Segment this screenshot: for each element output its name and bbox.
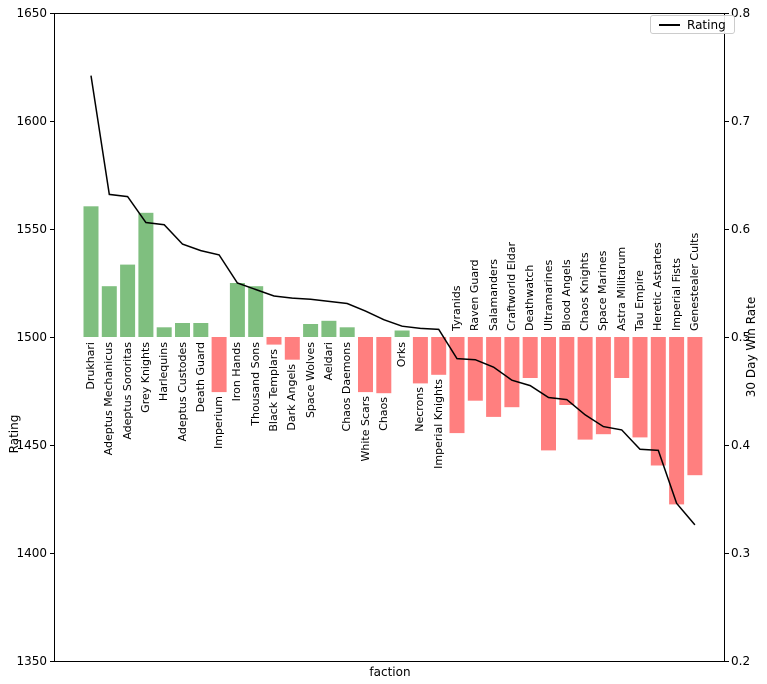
x-tick-label-grey-knights: Grey Knights — [138, 342, 152, 413]
left-tick-mark — [50, 120, 54, 122]
legend-label: Rating — [687, 17, 726, 32]
x-tick-label-adeptus-mechanicus: Adeptus Mechanicus — [102, 342, 116, 456]
x-tick-label-ultramarines: Ultramarines — [541, 259, 555, 331]
right-tick-label-0-8: 0.8 — [731, 6, 751, 20]
left-tick-mark — [50, 660, 54, 662]
x-tick-label-tau-empire: Tau Empire — [633, 270, 646, 331]
left-tick-label-1500: 1500 — [16, 330, 47, 344]
x-tick-label-tyranids: Tyranids — [450, 285, 463, 331]
x-tick-label-aeldari: Aeldari — [321, 342, 335, 381]
x-tick-label-harlequins: Harlequins — [157, 342, 171, 402]
right-tick-label-0-7: 0.7 — [731, 114, 751, 128]
x-tick-label-genestealer-cults: Genestealer Cults — [687, 232, 701, 331]
x-tick-label-dark-angels: Dark Angels — [285, 363, 299, 431]
x-tick-label-white-scars: White Scars — [358, 396, 372, 462]
x-tick-label-adeptus-sororitas: Adeptus Sororitas — [120, 342, 134, 440]
x-tick-label-salamanders: Salamanders — [486, 259, 500, 331]
right-tick-mark — [725, 120, 729, 122]
x-tick-label-raven-guard: Raven Guard — [468, 259, 482, 331]
legend: Rating — [650, 15, 735, 34]
right-tick-mark — [725, 552, 729, 554]
x-tick-label-imperium: Imperium — [212, 396, 226, 450]
left-tick-label-1550: 1550 — [16, 222, 47, 236]
x-tick-label-necrons: Necrons — [413, 387, 427, 433]
x-tick-label-death-guard: Death Guard — [193, 342, 207, 413]
right-tick-mark — [725, 12, 729, 14]
left-tick-mark — [50, 444, 54, 446]
x-tick-label-blood-angels: Blood Angels — [559, 259, 573, 331]
legend-line-sample — [659, 23, 680, 26]
right-tick-label-0-2: 0.2 — [731, 654, 751, 668]
left-tick-label-1350: 1350 — [16, 654, 47, 668]
x-tick-label-deathwatch: Deathwatch — [523, 264, 537, 331]
left-tick-label-1450: 1450 — [16, 438, 47, 452]
left-tick-mark — [50, 228, 54, 230]
right-tick-mark — [725, 228, 729, 230]
x-tick-label-drukhari: Drukhari — [84, 342, 97, 390]
x-axis-title: faction — [369, 665, 411, 679]
left-tick-mark — [50, 552, 54, 554]
left-tick-label-1600: 1600 — [16, 114, 47, 128]
x-tick-label-iron-hands: Iron Hands — [230, 342, 244, 402]
x-tick-label-space-marines: Space Marines — [596, 250, 610, 331]
left-tick-mark — [50, 12, 54, 14]
right-tick-label-0-6: 0.6 — [731, 222, 751, 236]
left-axis-title: Rating — [7, 414, 21, 454]
x-tick-label-space-wolves: Space Wolves — [303, 342, 317, 419]
x-tick-label-heretic-astartes: Heretic Astartes — [651, 242, 665, 331]
x-tick-label-imperial-knights: Imperial Knights — [431, 378, 445, 469]
x-tick-label-astra-militarum: Astra Militarum — [614, 246, 628, 331]
right-tick-mark — [725, 660, 729, 662]
right-tick-mark — [725, 336, 729, 338]
x-tick-label-chaos: Chaos — [376, 397, 390, 432]
x-tick-label-craftworld-eldar: Craftworld Eldar — [504, 242, 518, 331]
x-tick-label-imperial-fists: Imperial Fists — [669, 258, 683, 331]
left-tick-label-1400: 1400 — [16, 546, 47, 560]
x-tick-label-orks: Orks — [395, 342, 409, 368]
left-tick-mark — [50, 336, 54, 338]
x-tick-label-chaos-knights: Chaos Knights — [578, 252, 592, 331]
right-tick-label-0-5: 0.5 — [731, 330, 751, 344]
x-tick-label-adeptus-custodes: Adeptus Custodes — [175, 342, 189, 442]
right-axis-title: 30 Day Win Rate — [744, 296, 758, 398]
right-tick-mark — [725, 444, 729, 446]
left-tick-label-1650: 1650 — [16, 6, 47, 20]
x-tick-label-black-templars: Black Templars — [267, 348, 280, 432]
right-tick-label-0-3: 0.3 — [731, 546, 751, 560]
x-tick-label-thousand-sons: Thousand Sons — [248, 342, 262, 426]
x-tick-label-chaos-daemons: Chaos Daemons — [340, 342, 354, 432]
right-tick-label-0-4: 0.4 — [731, 438, 751, 452]
